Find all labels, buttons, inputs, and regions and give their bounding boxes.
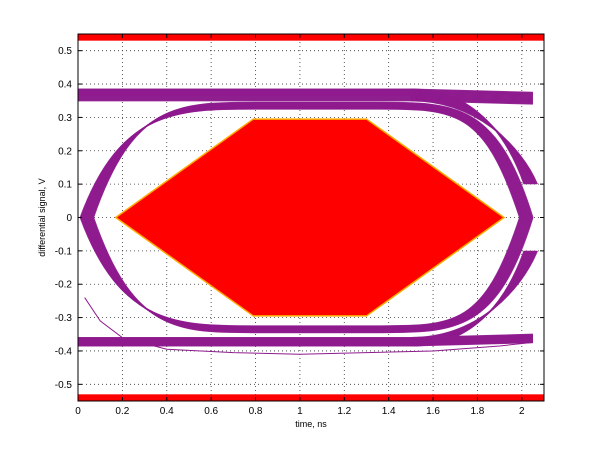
axis-ticks: 0 0.2 0.4 0.6 0.8 1 1.2 1.4 1.6 1.8 2 0.5 0.4 0.3 0.2 0… (55, 34, 544, 417)
y-tick-label: 0.4 (58, 80, 72, 91)
lower-mask-band (78, 394, 544, 401)
eye-mask (78, 34, 544, 401)
x-tick-label: 1.4 (382, 406, 396, 417)
x-tick-label: 0.8 (249, 406, 263, 417)
eye-trace-low-tail (410, 333, 533, 339)
x-tick-label: 1.2 (337, 406, 351, 417)
x-tick-label: 0.4 (160, 406, 174, 417)
y-tick-label: 0.5 (58, 46, 72, 57)
x-tick-label: 0.6 (204, 406, 218, 417)
eye-trace-lower (92, 217, 534, 334)
y-tick-label: -0.1 (55, 246, 73, 257)
x-tick-label: 1 (297, 406, 303, 417)
x-tick-label: 2 (519, 406, 525, 417)
upper-mask-band (78, 34, 544, 41)
eye-trace-upper (92, 101, 534, 218)
straggler-trace (84, 297, 531, 355)
signal-traces (78, 88, 538, 355)
y-tick-label: 0 (66, 213, 72, 224)
x-tick-label: 0.2 (115, 406, 129, 417)
x-tick-label: 0 (75, 406, 81, 417)
eye-trace-high-tail (410, 100, 533, 105)
y-axis-label: differential signal, V (37, 178, 47, 256)
x-axis-label: time, ns (295, 419, 327, 429)
y-tick-label: -0.3 (55, 313, 73, 324)
eye-mask-polygon (114, 118, 506, 317)
y-tick-label: -0.4 (55, 346, 73, 357)
y-tick-label: 0.1 (58, 180, 72, 191)
y-tick-label: 0.3 (58, 113, 72, 124)
y-tick-label: 0.2 (58, 146, 72, 157)
y-tick-label: -0.2 (55, 280, 73, 291)
x-tick-label: 1.8 (470, 406, 484, 417)
y-tick-label: -0.5 (55, 380, 73, 391)
x-tick-label: 1.6 (426, 406, 440, 417)
